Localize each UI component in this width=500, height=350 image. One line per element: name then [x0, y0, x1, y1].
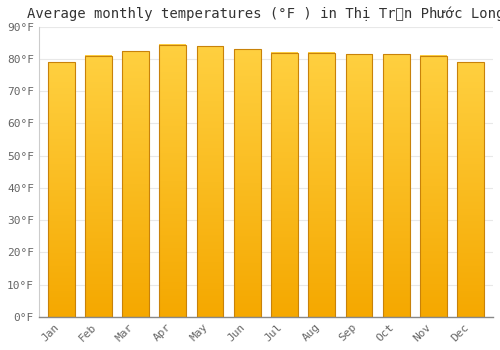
Bar [346, 54, 372, 317]
Bar [160, 44, 186, 317]
Bar [85, 56, 112, 317]
Bar [196, 46, 224, 317]
Bar [458, 62, 484, 317]
Bar [271, 52, 298, 317]
Bar [420, 56, 447, 317]
Bar [308, 52, 335, 317]
Bar [48, 62, 74, 317]
Bar [383, 54, 409, 317]
Bar [234, 49, 260, 317]
Bar [122, 51, 149, 317]
Title: Average monthly temperatures (°F ) in Thị Trấn Phước Long: Average monthly temperatures (°F ) in Th… [27, 7, 500, 21]
